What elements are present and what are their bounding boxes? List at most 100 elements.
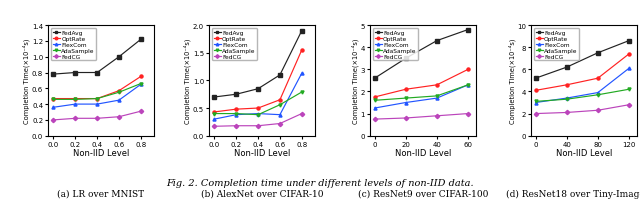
FedAvg (594, 52, 602, 55)
Line: FedCG: FedCG (534, 104, 630, 116)
FedCG (298, 113, 306, 115)
X-axis label: Non-IID Level: Non-IID Level (234, 148, 290, 157)
Line: AdaSample: AdaSample (373, 84, 470, 102)
FedCG (371, 118, 378, 121)
Text: (b) AlexNet over CIFAR-10: (b) AlexNet over CIFAR-10 (201, 189, 323, 198)
FedAvg (402, 58, 410, 60)
Line: FlexCom: FlexCom (534, 67, 630, 105)
Line: FedCG: FedCG (52, 110, 142, 122)
AdaSample (93, 98, 101, 100)
FlexCom (625, 68, 633, 70)
AdaSample (276, 104, 284, 106)
FlexCom (563, 97, 570, 100)
Y-axis label: Completion Time(×10⁻⁴s): Completion Time(×10⁻⁴s) (508, 38, 516, 124)
FlexCom (594, 92, 602, 94)
AdaSample (532, 101, 540, 103)
OptRate (594, 78, 602, 80)
AdaSample (594, 94, 602, 97)
Line: OptRate: OptRate (534, 53, 630, 92)
Line: AdaSample: AdaSample (213, 91, 303, 117)
AdaSample (371, 100, 378, 102)
Y-axis label: Completion Time(×10⁻⁴s): Completion Time(×10⁻⁴s) (184, 38, 191, 124)
FedCG (594, 110, 602, 112)
FedAvg (72, 72, 79, 74)
FedCG (532, 113, 540, 115)
AdaSample (232, 113, 240, 115)
X-axis label: Non-IID Level: Non-IID Level (73, 148, 129, 157)
Legend: FedAvg, OptRate, FlexCom, AdaSample, FedCG: FedAvg, OptRate, FlexCom, AdaSample, Fed… (534, 29, 579, 61)
FedAvg (115, 56, 123, 59)
OptRate (625, 53, 633, 56)
Text: (c) ResNet9 over CIFAR-100: (c) ResNet9 over CIFAR-100 (358, 189, 488, 198)
Line: FlexCom: FlexCom (373, 84, 470, 110)
Line: FedAvg: FedAvg (373, 29, 470, 80)
OptRate (115, 90, 123, 92)
FedCG (563, 112, 570, 114)
FedCG (232, 125, 240, 127)
FlexCom (276, 114, 284, 116)
FlexCom (254, 113, 262, 115)
OptRate (298, 50, 306, 52)
Line: AdaSample: AdaSample (52, 83, 142, 101)
OptRate (433, 84, 441, 87)
FlexCom (402, 102, 410, 104)
OptRate (276, 99, 284, 101)
FedCG (464, 113, 472, 115)
Legend: FedAvg, OptRate, FlexCom, AdaSample, FedCG: FedAvg, OptRate, FlexCom, AdaSample, Fed… (51, 29, 97, 61)
OptRate (464, 69, 472, 71)
Line: FedAvg: FedAvg (52, 39, 142, 76)
FlexCom (93, 103, 101, 106)
Line: FedAvg: FedAvg (534, 40, 630, 80)
OptRate (532, 90, 540, 92)
Line: AdaSample: AdaSample (534, 88, 630, 103)
FlexCom (371, 107, 378, 110)
FedCG (50, 119, 58, 121)
FedAvg (371, 78, 378, 80)
FedCG (137, 110, 145, 113)
FlexCom (115, 99, 123, 102)
FedAvg (254, 88, 262, 90)
FedCG (254, 125, 262, 127)
FlexCom (464, 84, 472, 87)
FedCG (93, 118, 101, 120)
FedCG (625, 104, 633, 106)
FlexCom (433, 97, 441, 100)
Line: FlexCom: FlexCom (213, 72, 303, 121)
Line: OptRate: OptRate (52, 76, 142, 101)
Line: FlexCom: FlexCom (52, 83, 142, 109)
Line: FedCG: FedCG (213, 112, 303, 128)
FedAvg (232, 94, 240, 96)
FedAvg (433, 40, 441, 43)
OptRate (371, 96, 378, 99)
FlexCom (137, 84, 145, 86)
AdaSample (433, 95, 441, 98)
OptRate (93, 98, 101, 100)
Legend: FedAvg, OptRate, FlexCom, AdaSample, FedCG: FedAvg, OptRate, FlexCom, AdaSample, Fed… (212, 29, 257, 61)
FedAvg (93, 72, 101, 74)
FedAvg (50, 74, 58, 76)
FedCG (276, 123, 284, 125)
AdaSample (625, 89, 633, 91)
AdaSample (50, 99, 58, 101)
FedAvg (563, 67, 570, 69)
Y-axis label: Completion Time(×10⁻⁴s): Completion Time(×10⁻⁴s) (352, 38, 359, 124)
AdaSample (298, 91, 306, 94)
FedAvg (298, 30, 306, 33)
FedAvg (625, 40, 633, 43)
FlexCom (298, 73, 306, 75)
FlexCom (50, 107, 58, 109)
FedCG (211, 125, 218, 128)
OptRate (72, 98, 79, 100)
AdaSample (402, 97, 410, 100)
OptRate (402, 89, 410, 91)
FedCG (115, 116, 123, 118)
AdaSample (254, 114, 262, 116)
AdaSample (211, 113, 218, 115)
Line: OptRate: OptRate (213, 49, 303, 114)
OptRate (137, 76, 145, 78)
X-axis label: Non-IID Level: Non-IID Level (395, 148, 451, 157)
Line: FedAvg: FedAvg (213, 30, 303, 99)
AdaSample (464, 84, 472, 87)
AdaSample (137, 83, 145, 85)
FedAvg (137, 39, 145, 41)
